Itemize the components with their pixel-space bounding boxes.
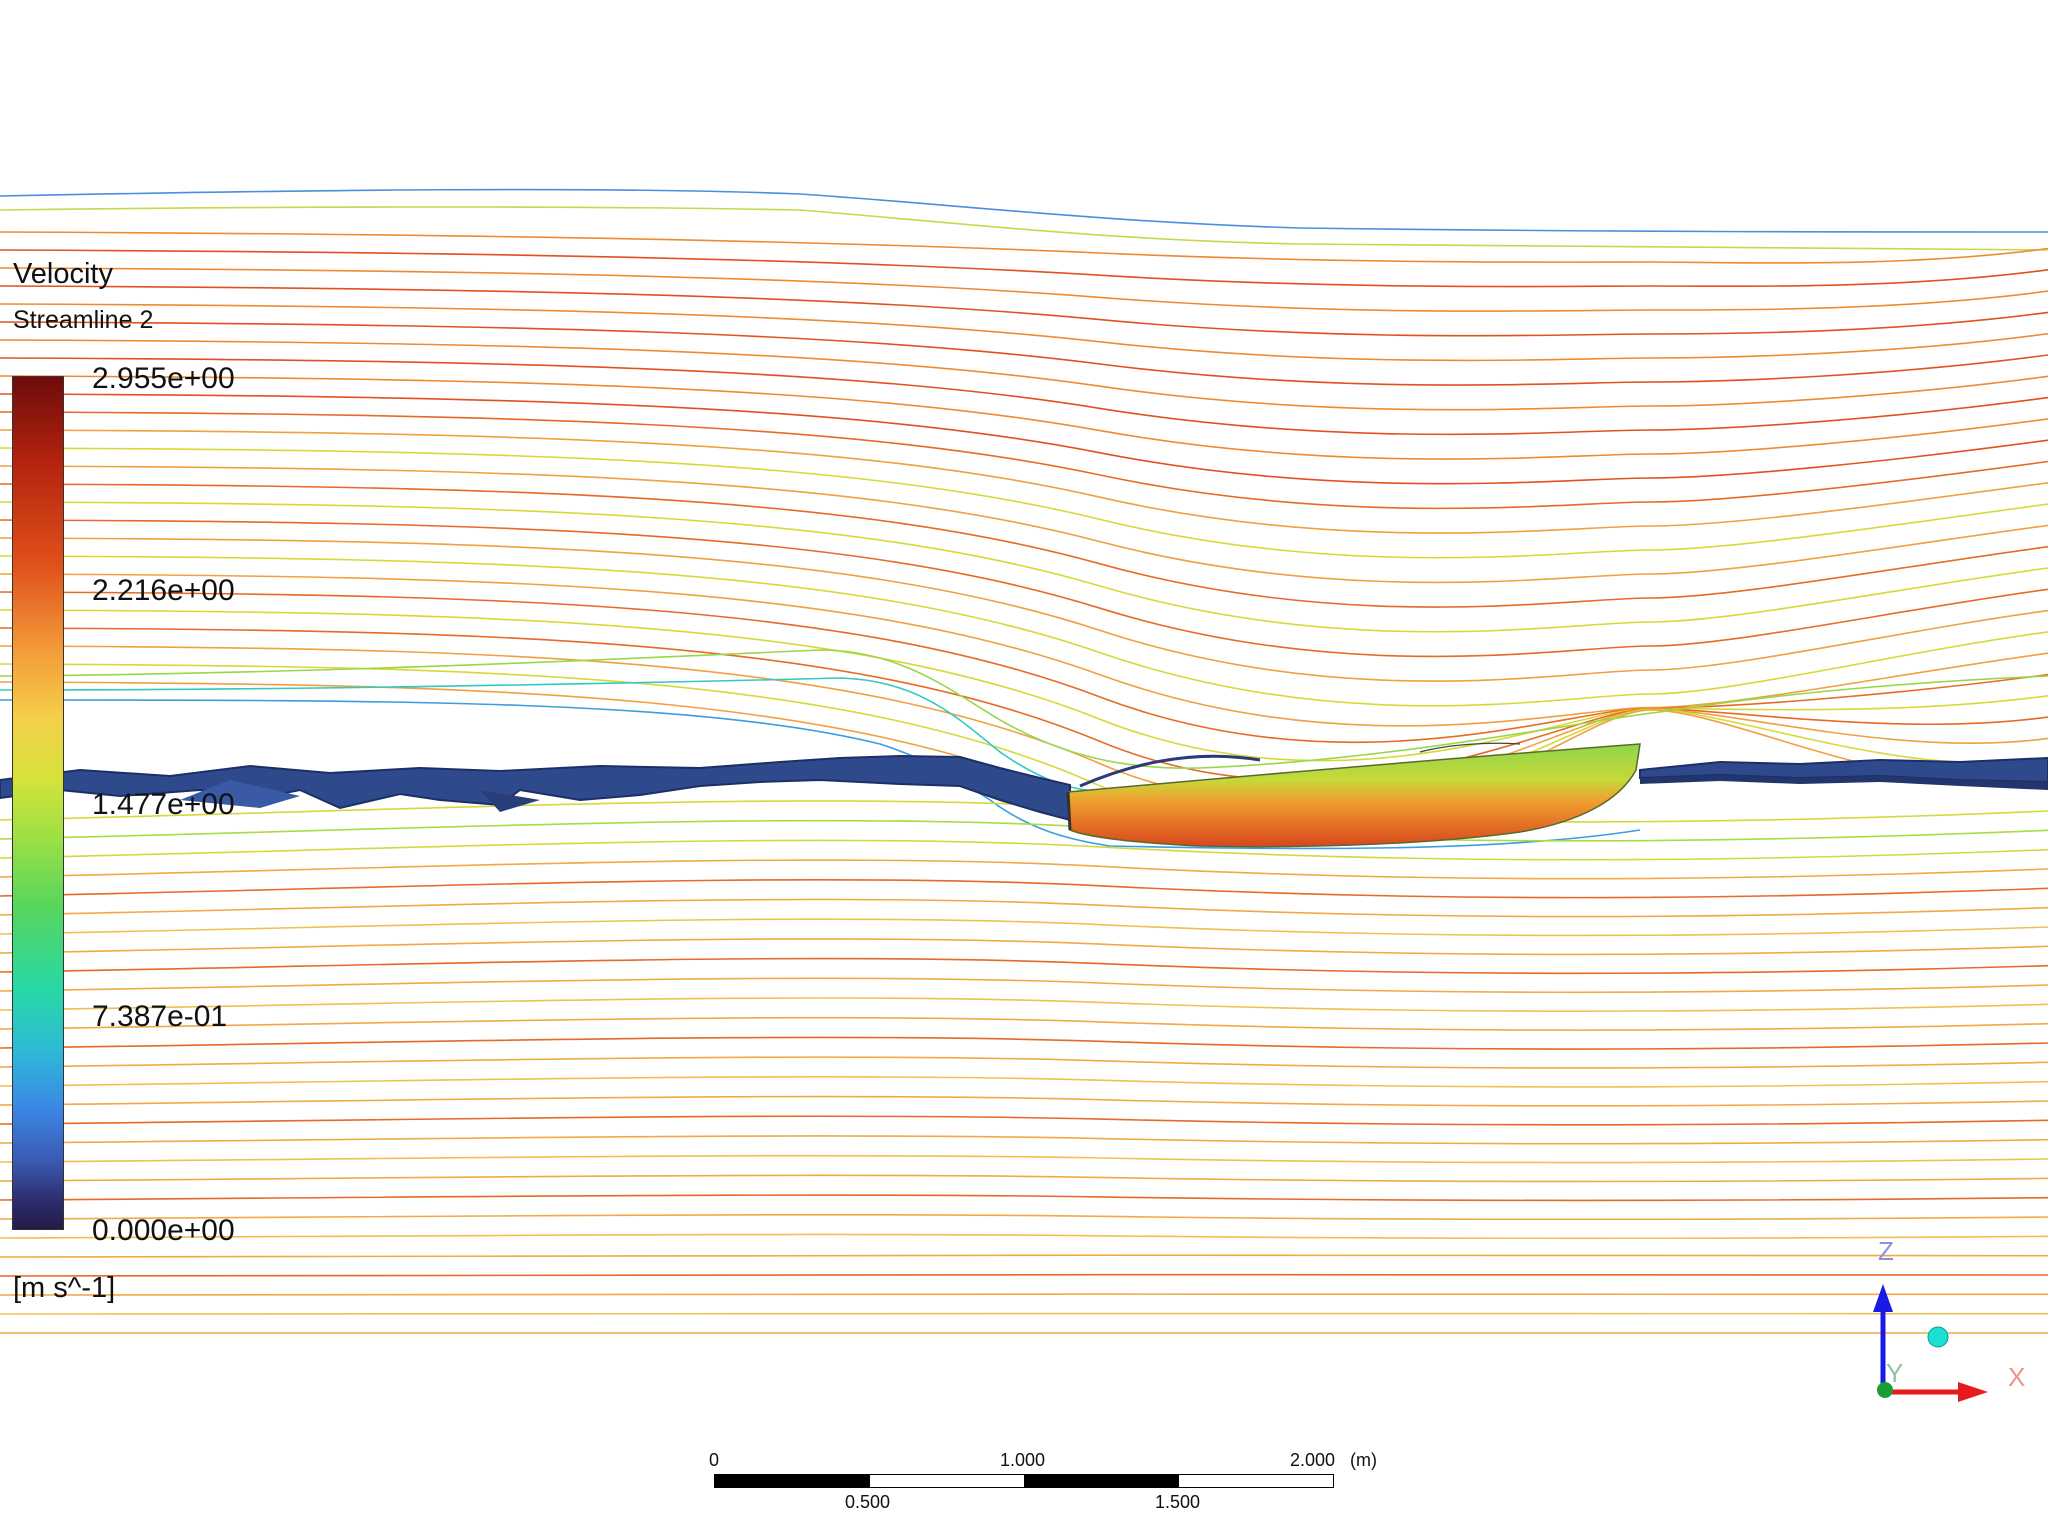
- streamline: [0, 819, 2048, 842]
- streamline: [0, 677, 1121, 793]
- streamline: [0, 649, 2048, 769]
- streamline: [0, 267, 2048, 312]
- color-legend-bar: [12, 376, 64, 1230]
- legend-title: Velocity: [13, 258, 113, 290]
- streamline: [0, 1036, 2048, 1050]
- axis-triad: [1873, 1284, 1988, 1402]
- streamline: [0, 1115, 2048, 1126]
- streamline: [0, 573, 2048, 727]
- streamline: [0, 1194, 2048, 1202]
- streamline: [0, 357, 2048, 436]
- streamline: [0, 1292, 2048, 1296]
- streamline: [0, 231, 2048, 264]
- streamline: [0, 1174, 2048, 1183]
- streamline: [0, 1076, 2048, 1088]
- streamline: [0, 898, 2048, 918]
- streamline: [0, 1095, 2048, 1107]
- streamline: [0, 411, 2048, 510]
- boat-hull: [1066, 742, 1641, 848]
- scale-unit: (m): [1350, 1450, 1377, 1470]
- streamline: [0, 1253, 2048, 1259]
- streamline: [0, 375, 2048, 460]
- streamline: [0, 1016, 2048, 1031]
- triad-x-label: X: [2008, 1362, 2026, 1392]
- streamline: [0, 1233, 2048, 1240]
- triad-z-label: Z: [1878, 1236, 1894, 1266]
- scale-label-0: 0: [709, 1450, 720, 1470]
- streamline: [0, 303, 2048, 362]
- legend-tick-2: 2.216e+00: [92, 574, 235, 607]
- streamline: [0, 429, 2048, 534]
- free-surface-mesh: [0, 754, 2048, 822]
- legend-subtitle: Streamline 2: [13, 306, 154, 334]
- streamline: [0, 938, 2048, 956]
- streamline: [0, 339, 2048, 411]
- legend-tick-4: 7.387e-01: [92, 1000, 228, 1033]
- streamline: [0, 285, 2048, 337]
- streamline: [0, 839, 2048, 861]
- legend-tick-3: 1.477e+00: [92, 788, 235, 821]
- streamline: [0, 859, 2048, 880]
- streamline: [0, 997, 2048, 1012]
- streamline: [0, 447, 2048, 559]
- streamline: [0, 249, 2048, 288]
- triad-y-label: Y: [1886, 1358, 1904, 1388]
- streamline: [0, 918, 2048, 937]
- scale-label-1: 1.000: [1000, 1450, 1046, 1470]
- scale-label-2: 2.000: [1290, 1450, 1336, 1470]
- streamline: [0, 1312, 2048, 1315]
- streamline: [0, 1213, 2048, 1221]
- streamline: [0, 465, 2048, 584]
- scale-label-1-5: 1.500: [1155, 1492, 1201, 1512]
- streamlines: [0, 188, 2048, 1334]
- legend-tick-max: 2.955e+00: [92, 362, 235, 395]
- streamline: [0, 1135, 2048, 1145]
- streamline: [0, 393, 2048, 485]
- streamline: [0, 878, 2048, 899]
- streamline: [0, 501, 2048, 633]
- streamline: [0, 957, 2048, 975]
- streamline: [0, 188, 2048, 233]
- streamline: [0, 321, 2048, 386]
- streamline: [0, 1056, 2048, 1069]
- scale-bar: [714, 1474, 1334, 1488]
- scale-label-0-5: 0.500: [845, 1492, 891, 1512]
- streamline: [0, 609, 2048, 762]
- streamline: [0, 206, 2048, 251]
- streamline: [0, 1154, 2048, 1164]
- streamline: [0, 591, 2048, 744]
- legend-tick-min: 0.000e+00: [92, 1214, 235, 1247]
- streamline: [0, 483, 2048, 608]
- streamline: [0, 977, 2048, 994]
- streamline: [0, 555, 2048, 707]
- streamline: [0, 519, 2048, 658]
- streamline: [0, 1273, 2048, 1278]
- legend-units: [m s^-1]: [13, 1272, 116, 1304]
- streamline: [0, 537, 2048, 682]
